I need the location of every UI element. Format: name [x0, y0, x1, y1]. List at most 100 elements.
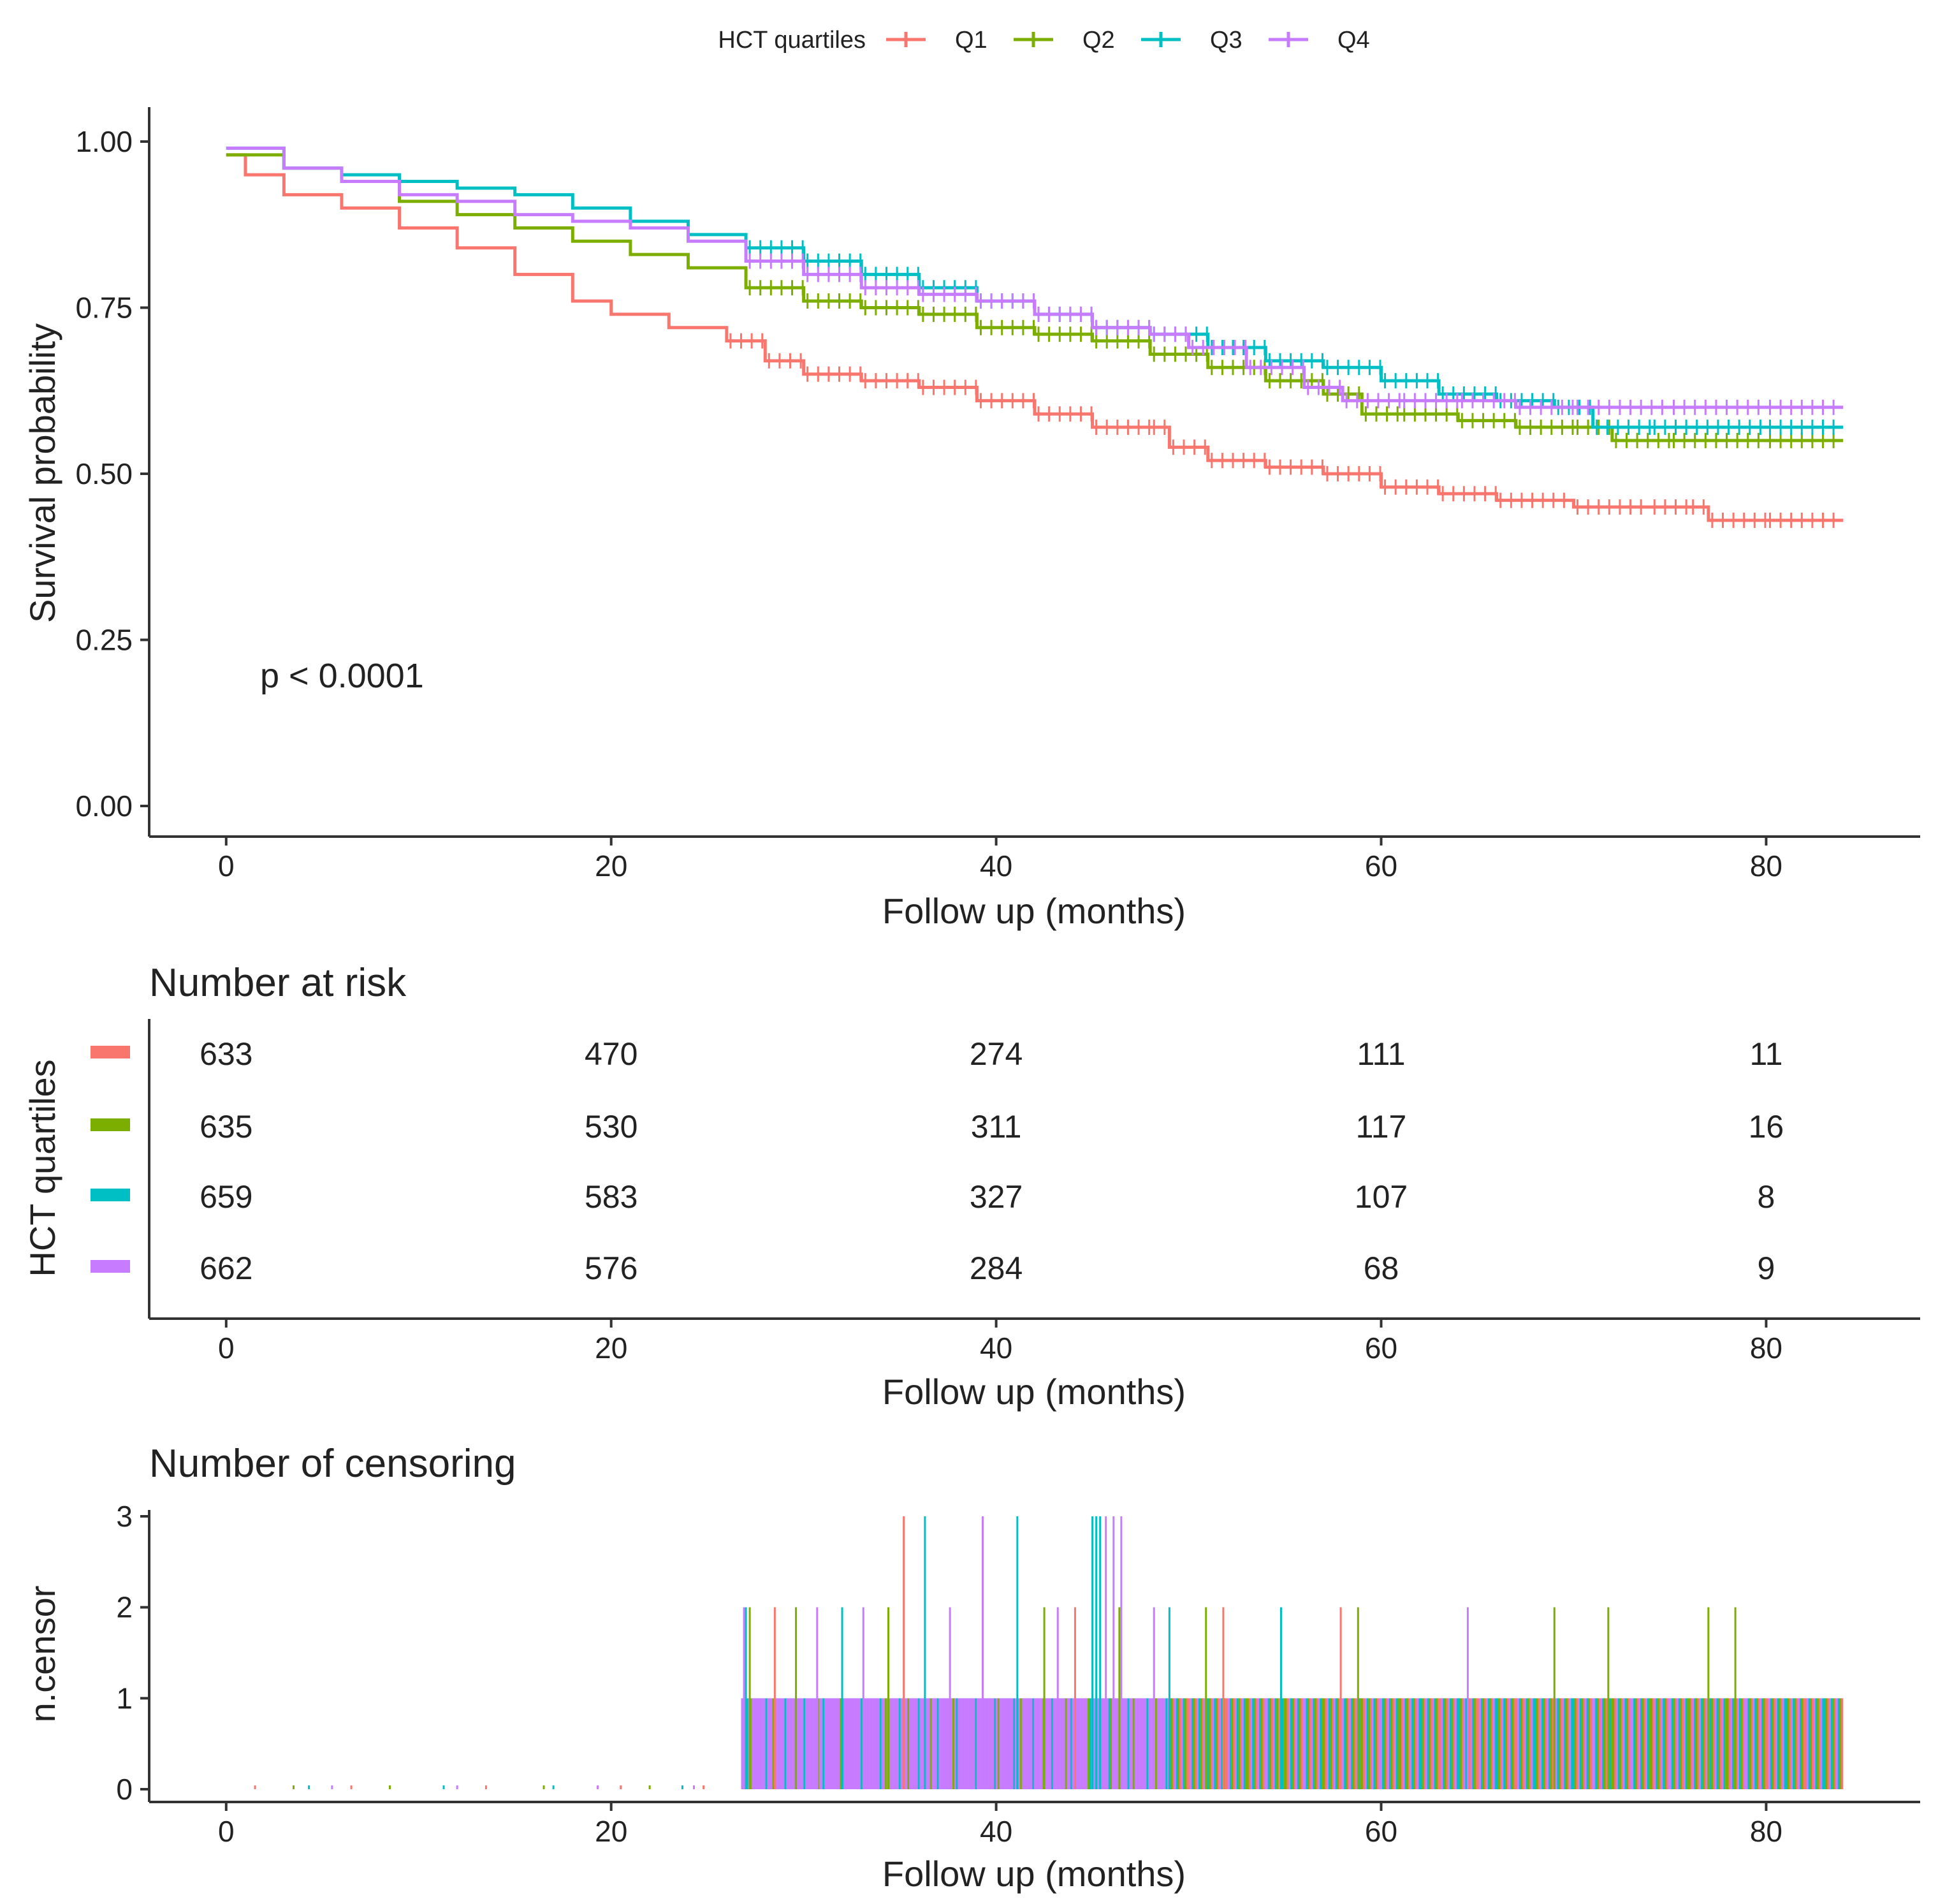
risk-cell: 107: [1355, 1179, 1408, 1215]
risk-x-tick-label: 80: [1750, 1331, 1782, 1365]
survival-series-q1: [226, 153, 1844, 528]
censoring-y-axis-title: n.censor: [22, 1586, 62, 1723]
survival-series-q3: [226, 146, 1844, 436]
risk-row-key-q1: [91, 1046, 130, 1058]
survival-x-axis-title: Follow up (months): [882, 891, 1186, 931]
survival-y-tick-label: 0.50: [75, 457, 133, 490]
risk-row-key-q3: [91, 1189, 130, 1201]
risk-cell: 11: [1749, 1036, 1782, 1072]
censoring-x-tick-label: 20: [595, 1815, 627, 1848]
legend-label-q1: Q1: [955, 27, 987, 54]
legend-item-q4: Q4: [1269, 27, 1370, 54]
censoring-y-tick-label: 0: [116, 1773, 133, 1806]
legend-key-q1: [886, 32, 926, 47]
risk-cell: 311: [971, 1109, 1022, 1145]
risk-axes: 0 20 40 60 80: [148, 1019, 1920, 1365]
censor-marks-q3: [748, 240, 1835, 436]
risk-cell: 470: [585, 1036, 638, 1072]
censoring-title: Number of censoring: [149, 1442, 516, 1486]
risk-cell: 117: [1356, 1109, 1407, 1145]
risk-x-tick-label: 0: [218, 1331, 235, 1365]
censoring-x-tick-label: 80: [1750, 1815, 1782, 1848]
risk-x-tick-label: 60: [1365, 1331, 1397, 1365]
censoring-series-q2: [748, 1607, 1737, 1789]
survival-y-tick-label: 1.00: [75, 125, 133, 158]
censoring-series-q3: [745, 1516, 1283, 1789]
risk-cell: 8: [1758, 1179, 1775, 1215]
survival-line-q2: [226, 153, 1844, 443]
survival-y-tick-label: 0.75: [75, 291, 133, 325]
risk-x-tick-label: 40: [980, 1331, 1012, 1365]
legend-key-q2: [1014, 32, 1053, 47]
censor-marks-q1: [729, 333, 1835, 528]
survival-x-tick-label: 0: [218, 849, 235, 882]
survival-axes: 0.00 0.25 0.50 0.75 1.00 0 20 40 60 80: [75, 107, 1920, 882]
survival-y-axis-title: Survival probability: [22, 323, 62, 623]
censor-marks-q4: [748, 253, 1835, 415]
legend-items: Q1 Q2 Q3 Q4: [886, 27, 1370, 54]
risk-cell: 111: [1357, 1036, 1406, 1072]
risk-row-q1: 633 470 274 111 11: [91, 1036, 1782, 1072]
legend-key-q3: [1141, 32, 1181, 47]
risk-x-tick-label: 20: [595, 1331, 627, 1365]
risk-row-key-q4: [91, 1260, 130, 1273]
censoring-spikes: [743, 1516, 1737, 1789]
survival-series-q2: [226, 153, 1844, 448]
survival-x-tick-label: 40: [980, 849, 1012, 882]
survival-x-tick-label: 80: [1750, 849, 1782, 882]
survival-y-tick-label: 0.25: [75, 624, 133, 657]
survival-line-q1: [226, 153, 1844, 522]
risk-cell: 583: [585, 1179, 638, 1215]
legend-label-q4: Q4: [1337, 27, 1370, 54]
risk-x-axis-title: Follow up (months): [882, 1372, 1186, 1412]
censoring-dense-band: [254, 1698, 1844, 1789]
risk-cell: 635: [200, 1109, 252, 1145]
survival-x-tick-label: 60: [1365, 849, 1397, 882]
survival-line-q3: [226, 146, 1844, 429]
risk-cell: 659: [200, 1179, 252, 1215]
censoring-y-tick-label: 1: [116, 1681, 133, 1715]
risk-row-key-q2: [91, 1118, 130, 1131]
risk-cell: 16: [1749, 1109, 1784, 1145]
risk-cell: 530: [585, 1109, 638, 1145]
censoring-x-tick-label: 60: [1365, 1815, 1397, 1848]
risk-table-panel: Number at risk HCT quartiles Follow up (…: [22, 961, 1920, 1412]
legend-label-q3: Q3: [1210, 27, 1242, 54]
legend-item-q1: Q1: [886, 27, 987, 54]
censoring-x-axis-title: Follow up (months): [882, 1854, 1186, 1894]
risk-cell: 68: [1364, 1250, 1399, 1286]
legend: HCT quartiles Q1 Q2 Q3 Q4: [718, 27, 1369, 54]
censoring-axes: 0 1 2 3 0 20 40 60 80: [116, 1500, 1920, 1848]
censoring-panel: Number of censoring n.censor Follow up (…: [22, 1442, 1920, 1894]
censoring-series-q1: [773, 1516, 1342, 1789]
legend-key-q4: [1269, 32, 1308, 47]
censoring-y-tick-label: 3: [116, 1500, 133, 1533]
legend-label-q2: Q2: [1082, 27, 1115, 54]
risk-row-q2: 635 530 311 117 16: [91, 1109, 1784, 1145]
risk-row-q4: 662 576 284 68 9: [91, 1250, 1775, 1286]
survival-y-tick-label: 0.00: [75, 789, 133, 823]
risk-row-q3: 659 583 327 107 8: [91, 1179, 1775, 1215]
survival-x-tick-label: 20: [595, 849, 627, 882]
censoring-x-tick-label: 40: [980, 1815, 1012, 1848]
risk-cell: 633: [200, 1036, 252, 1072]
censoring-x-tick-label: 0: [218, 1815, 235, 1848]
censoring-series-q4: [743, 1516, 1469, 1789]
risk-cell: 576: [585, 1250, 638, 1286]
survival-curve-panel: Survival probability Follow up (months) …: [22, 107, 1920, 931]
risk-table-title: Number at risk: [149, 961, 407, 1005]
risk-cell: 284: [970, 1250, 1023, 1286]
survival-line-q4: [226, 146, 1844, 409]
survival-curves: [226, 146, 1844, 528]
survival-series-q4: [226, 146, 1844, 415]
risk-y-axis-title: HCT quartiles: [22, 1059, 62, 1277]
censoring-y-tick-label: 2: [116, 1591, 133, 1624]
legend-title: HCT quartiles: [718, 27, 866, 54]
p-value-annotation: p < 0.0001: [260, 657, 424, 695]
legend-item-q2: Q2: [1014, 27, 1115, 54]
risk-cell: 9: [1758, 1250, 1775, 1286]
risk-cell: 327: [970, 1179, 1023, 1215]
risk-cell: 274: [970, 1036, 1023, 1072]
